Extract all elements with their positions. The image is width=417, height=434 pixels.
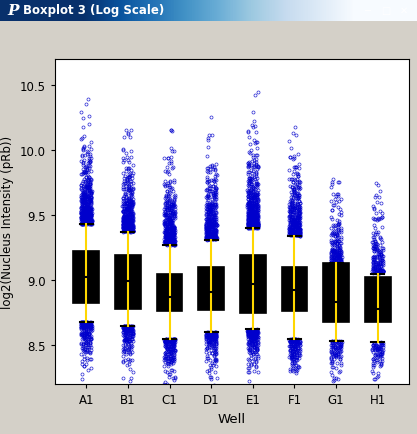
Text: P: P (8, 3, 19, 17)
Text: □: □ (381, 6, 390, 16)
PathPatch shape (115, 256, 141, 309)
PathPatch shape (365, 278, 391, 322)
Text: ✕: ✕ (399, 6, 408, 16)
PathPatch shape (157, 274, 183, 312)
PathPatch shape (198, 267, 224, 310)
Y-axis label: log2(Nucleus Intensity (pRb)): log2(Nucleus Intensity (pRb)) (1, 135, 15, 308)
X-axis label: Well: Well (218, 411, 246, 424)
Text: ─: ─ (364, 6, 370, 16)
PathPatch shape (73, 252, 99, 304)
PathPatch shape (240, 256, 266, 313)
PathPatch shape (323, 263, 349, 322)
Text: Boxplot 3 (Log Scale): Boxplot 3 (Log Scale) (23, 4, 164, 17)
PathPatch shape (281, 267, 307, 312)
